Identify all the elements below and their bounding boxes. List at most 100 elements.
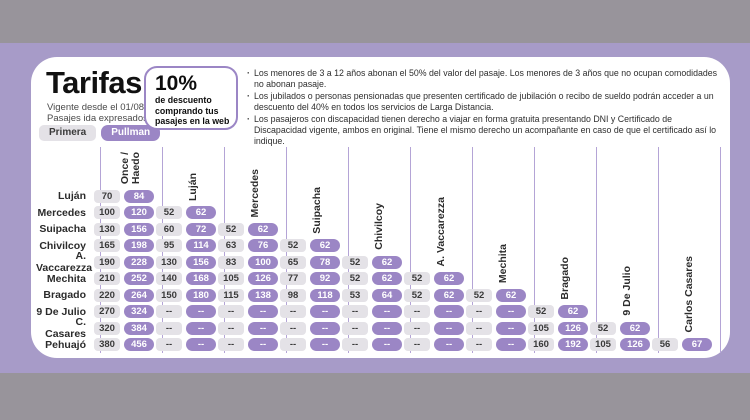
fare-cell: 95 114	[155, 239, 217, 253]
fare-cell	[527, 256, 589, 269]
primera-fare: 52	[218, 222, 244, 236]
pullman-fare: 126	[558, 321, 588, 335]
fare-cell	[589, 223, 651, 236]
pullman-fare: 156	[186, 255, 216, 269]
pullman-fare: 78	[310, 255, 340, 269]
primera-fare: 105	[528, 321, 554, 335]
fare-cell: 77 92	[279, 272, 341, 286]
pullman-fare: --	[372, 305, 402, 319]
primera-fare: --	[280, 321, 306, 335]
fare-cell: 98 118	[279, 288, 341, 302]
pullman-fare: 264	[124, 288, 154, 302]
pullman-fare: 168	[186, 272, 216, 286]
primera-fare: 98	[280, 288, 306, 302]
column-divider	[658, 147, 659, 353]
pullman-fare: --	[496, 338, 526, 352]
pullman-fare: 126	[620, 338, 650, 352]
note-text: Los menores de 3 a 12 años abonan el 50%…	[253, 68, 718, 89]
primera-fare: 63	[218, 239, 244, 253]
primera-fare: 52	[342, 255, 368, 269]
pullman-fare: 120	[124, 206, 154, 220]
pullman-fare: 456	[124, 338, 154, 352]
pullman-fare: 62	[434, 272, 464, 286]
fare-cell: -- --	[341, 321, 403, 335]
pullman-fare: 62	[310, 239, 340, 253]
column-divider	[720, 147, 721, 353]
fare-cell	[465, 272, 527, 285]
primera-fare: 105	[218, 272, 244, 286]
primera-fare: --	[218, 321, 244, 335]
pullman-fare: --	[248, 321, 278, 335]
fare-cell	[589, 305, 651, 318]
fare-cell: -- --	[403, 305, 465, 319]
fare-cell: 140 168	[155, 272, 217, 286]
fare-cell: 52 62	[589, 321, 651, 335]
table-row: Suipacha 130 156 60 72 52 62	[36, 221, 713, 238]
fare-cell: -- --	[217, 338, 279, 352]
primera-fare: --	[218, 338, 244, 352]
primera-fare: 210	[94, 272, 120, 286]
pullman-fare: 114	[186, 239, 216, 253]
fare-cell: -- --	[279, 338, 341, 352]
fare-cell	[403, 190, 465, 203]
fare-cell: 380 456	[93, 338, 155, 352]
fare-cell: 52 62	[465, 288, 527, 302]
primera-fare: 130	[156, 255, 182, 269]
subtitle-block: Vigente desde el 01/08/22 Pasajes ida ex…	[47, 102, 169, 124]
primera-fare: --	[404, 338, 430, 352]
column-divider	[410, 147, 411, 353]
fare-cell	[589, 272, 651, 285]
primera-fare: --	[156, 305, 182, 319]
primera-fare: 220	[94, 288, 120, 302]
fare-cell: -- --	[279, 305, 341, 319]
primera-fare: 56	[652, 338, 678, 352]
pullman-fare: --	[248, 338, 278, 352]
primera-fare: 60	[156, 222, 182, 236]
note-item: · Los menores de 3 a 12 años abonan el 5…	[247, 68, 723, 90]
fare-class-legend: Primera Pullman	[39, 125, 161, 141]
pullman-fare: 62	[496, 288, 526, 302]
fare-cell: 320 384	[93, 321, 155, 335]
primera-fare: --	[156, 321, 182, 335]
bullet-icon: ·	[247, 114, 250, 124]
fare-cell: 105 126	[589, 338, 651, 352]
fare-cell: -- --	[341, 338, 403, 352]
fare-cell: 210 252	[93, 272, 155, 286]
primera-fare: --	[466, 321, 492, 335]
fare-cell	[403, 239, 465, 252]
fare-cell	[341, 206, 403, 219]
pullman-fare: 62	[558, 305, 588, 319]
fare-cell	[651, 206, 713, 219]
primera-fare: --	[218, 305, 244, 319]
valid-from-text: Vigente desde el 01/08/22	[47, 102, 158, 113]
fare-cell: -- --	[465, 305, 527, 319]
fare-cell: 65 78	[279, 255, 341, 269]
pullman-fare: 126	[248, 272, 278, 286]
fare-cell	[279, 190, 341, 203]
table-row: Mechita 210 252 140 168 105 126 77 92 52 62 52 62	[36, 271, 713, 288]
fare-cell	[651, 272, 713, 285]
primera-fare: 52	[528, 305, 554, 319]
fare-cell	[651, 239, 713, 252]
pullman-fare: 84	[124, 189, 154, 203]
fare-cell	[589, 239, 651, 252]
pullman-fare: 384	[124, 321, 154, 335]
row-label: A. Vaccarezza	[36, 250, 93, 275]
fare-cell	[465, 239, 527, 252]
fare-cell	[155, 190, 217, 203]
fare-cell: 53 64	[341, 288, 403, 302]
primera-fare: --	[342, 321, 368, 335]
table-row: C. Casares 320 384 -- -- -- -- -- -- -- -- -- -- -- --…	[36, 316, 713, 340]
fare-cell	[651, 305, 713, 318]
fare-cell	[465, 206, 527, 219]
fare-cell: -- --	[403, 338, 465, 352]
fare-cell	[527, 289, 589, 302]
fare-cell: 52 62	[403, 288, 465, 302]
note-item: · Los pasajeros con discapacidad tienen …	[247, 114, 723, 147]
pullman-fare: 62	[186, 206, 216, 220]
table-row: Pehuajó 380 456 -- -- -- -- -- -- -- -- -- -- -- -- 160…	[36, 337, 713, 354]
fare-cell: 100 120	[93, 206, 155, 220]
pullman-fare: 180	[186, 288, 216, 302]
fare-cell: 52 62	[341, 272, 403, 286]
fare-cell	[589, 256, 651, 269]
